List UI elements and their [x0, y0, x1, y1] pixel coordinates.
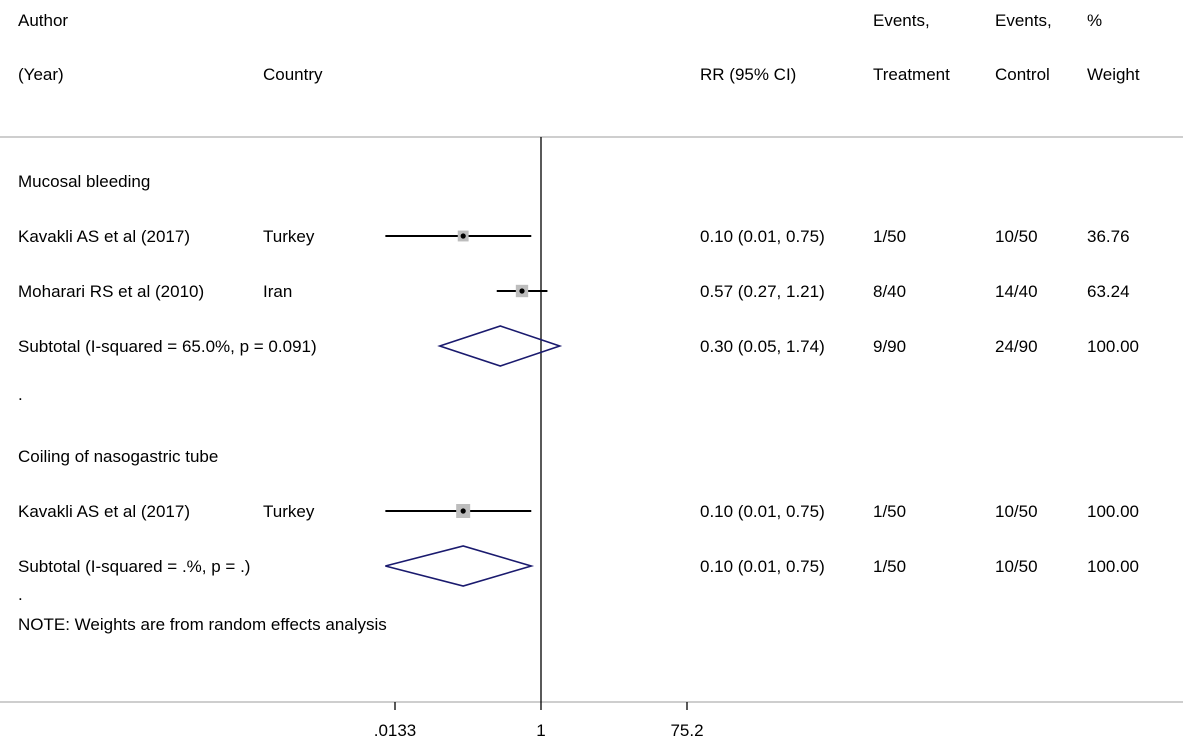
- study-events-control: 10/50: [995, 227, 1038, 246]
- study-author: Kavakli AS et al (2017): [18, 502, 190, 521]
- study-weight: 100.00: [1087, 502, 1139, 521]
- study-rr: 0.57 (0.27, 1.21): [700, 282, 825, 301]
- header-weight-2: Weight: [1087, 65, 1140, 84]
- x-tick-label: 75.2: [670, 721, 703, 740]
- group-label: Mucosal bleeding: [18, 172, 150, 191]
- subtotal-rr: 0.30 (0.05, 1.74): [700, 337, 825, 356]
- header-events-treatment-1: Events,: [873, 11, 930, 30]
- header-events-control-1: Events,: [995, 11, 1052, 30]
- study-events-control: 10/50: [995, 502, 1038, 521]
- header-events-control-2: Control: [995, 65, 1050, 84]
- subtotal-events-control: 10/50: [995, 557, 1038, 576]
- study-weight: 63.24: [1087, 282, 1130, 301]
- header-author: Author: [18, 11, 68, 30]
- study-rr: 0.10 (0.01, 0.75): [700, 227, 825, 246]
- study-author: Kavakli AS et al (2017): [18, 227, 190, 246]
- header-country: Country: [263, 65, 323, 84]
- study-weight: 36.76: [1087, 227, 1130, 246]
- x-tick-label: .0133: [374, 721, 417, 740]
- subtotal-label: Subtotal (I-squared = .%, p = .): [18, 557, 250, 576]
- header-weight-1: %: [1087, 11, 1102, 30]
- subtotal-diamond: [385, 545, 535, 587]
- subtotal-events-control: 24/90: [995, 337, 1038, 356]
- study-events-treatment: 1/50: [873, 227, 906, 246]
- group-label: Coiling of nasogastric tube: [18, 447, 218, 466]
- study-country: Turkey: [263, 502, 315, 521]
- forest-rows: Mucosal bleeding Kavakli AS et al (2017) T…: [18, 172, 1139, 587]
- study-country: Iran: [263, 282, 292, 301]
- point-estimate: [460, 233, 466, 239]
- study-events-control: 14/40: [995, 282, 1038, 301]
- weights-note: NOTE: Weights are from random effects an…: [18, 615, 387, 634]
- study-author: Moharari RS et al (2010): [18, 282, 204, 301]
- study-events-treatment: 8/40: [873, 282, 906, 301]
- header-events-treatment-2: Treatment: [873, 65, 950, 84]
- subtotal-diamond: [437, 325, 563, 367]
- spacer-dot-2: .: [18, 585, 23, 604]
- study-country: Turkey: [263, 227, 315, 246]
- study-events-treatment: 1/50: [873, 502, 906, 521]
- header-rr: RR (95% CI): [700, 65, 796, 84]
- spacer-dot-1: .: [18, 385, 23, 404]
- header-year: (Year): [18, 65, 64, 84]
- subtotal-weight: 100.00: [1087, 337, 1139, 356]
- point-estimate: [460, 508, 466, 514]
- subtotal-weight: 100.00: [1087, 557, 1139, 576]
- x-axis-ticks: .0133 1 75.2: [374, 702, 704, 740]
- subtotal-events-treatment: 1/50: [873, 557, 906, 576]
- subtotal-rr: 0.10 (0.01, 0.75): [700, 557, 825, 576]
- x-tick-label: 1: [536, 721, 545, 740]
- point-estimate: [519, 288, 525, 294]
- subtotal-events-treatment: 9/90: [873, 337, 906, 356]
- subtotal-label: Subtotal (I-squared = 65.0%, p = 0.091): [18, 337, 317, 356]
- study-rr: 0.10 (0.01, 0.75): [700, 502, 825, 521]
